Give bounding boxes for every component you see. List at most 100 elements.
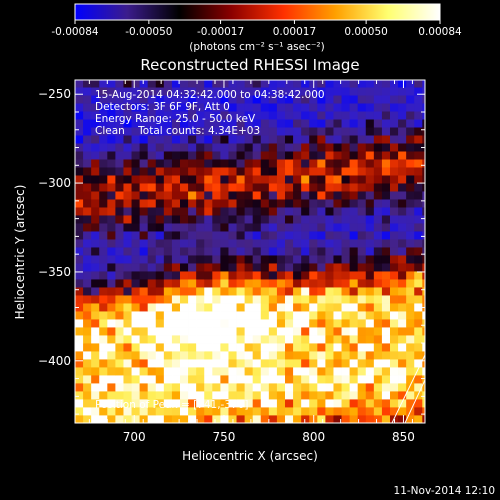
heatmap-cell (285, 143, 294, 152)
heatmap-cell (293, 311, 302, 320)
heatmap-cell (180, 119, 189, 128)
heatmap-cell (220, 415, 229, 423)
heatmap-cell (228, 127, 237, 136)
heatmap-cell (398, 279, 407, 288)
heatmap-cell (325, 87, 334, 96)
heatmap-cell (83, 135, 92, 144)
heatmap-cell (325, 255, 334, 264)
heatmap-cell (228, 271, 237, 280)
heatmap-cell (252, 80, 262, 88)
heatmap-cell (131, 383, 141, 392)
heatmap-cell (414, 335, 423, 344)
heatmap-cell (91, 295, 100, 304)
heatmap-cell (333, 119, 342, 128)
heatmap-cell (301, 391, 310, 400)
heatmap-cell (83, 199, 92, 208)
heatmap-cell (252, 319, 262, 328)
heatmap-cell (220, 327, 229, 336)
heatmap-cell (341, 343, 351, 352)
colorbar-tick-label: -0.00084 (51, 26, 99, 38)
heatmap-cell (414, 287, 423, 296)
heatmap-cell (123, 255, 132, 264)
heatmap-cell (123, 407, 132, 416)
heatmap-cell (147, 319, 157, 328)
heatmap-cell (285, 80, 294, 88)
heatmap-cell (115, 215, 124, 224)
heatmap-cell (155, 415, 165, 423)
heatmap-cell (422, 127, 425, 136)
heatmap-cell (398, 111, 407, 120)
heatmap-cell (301, 415, 310, 423)
heatmap-cell (268, 215, 278, 224)
heatmap-cell (381, 343, 391, 352)
heatmap-cell (180, 279, 189, 288)
heatmap-cell (365, 415, 375, 423)
heatmap-cell (268, 87, 278, 96)
heatmap-cell (244, 415, 254, 423)
heatmap-cell (325, 151, 334, 160)
heatmap-cell (236, 335, 246, 344)
heatmap-cell (244, 327, 254, 336)
heatmap-cell (236, 255, 246, 264)
heatmap-cell (228, 199, 237, 208)
heatmap-cell (398, 183, 407, 192)
heatmap-cell (414, 271, 423, 280)
heatmap-cell (390, 255, 399, 264)
colorbar (74, 3, 441, 21)
heatmap-cell (204, 103, 213, 112)
heatmap-cell (293, 239, 302, 248)
heatmap-cell (301, 111, 310, 120)
heatmap-cell (228, 295, 237, 304)
heatmap-cell (123, 111, 132, 120)
heatmap-cell (228, 383, 237, 392)
heatmap-cell (123, 231, 132, 240)
heatmap-cell (91, 111, 100, 120)
heatmap-cell (171, 151, 181, 160)
heatmap-cell (333, 311, 342, 320)
heatmap-cell (180, 383, 189, 392)
heatmap-cell (212, 215, 221, 224)
heatmap-cell (115, 303, 124, 312)
heatmap-cell (244, 111, 254, 120)
heatmap-cell (91, 375, 100, 384)
heatmap-cell (349, 231, 359, 240)
heatmap-cell (171, 415, 181, 423)
heatmap-cell (180, 103, 189, 112)
heatmap-cell (188, 263, 197, 272)
heatmap-cell (422, 375, 425, 384)
heatmap-cell (171, 255, 181, 264)
heatmap-cell (317, 159, 326, 168)
heatmap-cell (325, 415, 334, 423)
heatmap-cell (260, 303, 270, 312)
heatmap-cell (236, 175, 246, 184)
heatmap-cell (317, 343, 326, 352)
heatmap-cell (357, 151, 367, 160)
heatmap-cell (220, 95, 229, 104)
heatmap-cell (188, 295, 197, 304)
heatmap-cell (285, 183, 294, 192)
heatmap-cell (373, 119, 383, 128)
heatmap-cell (414, 359, 423, 368)
heatmap-cell (260, 375, 270, 384)
heatmap-cell (147, 175, 157, 184)
heatmap-cell (171, 367, 181, 376)
heatmap-cell (325, 407, 334, 416)
heatmap-cell (204, 247, 213, 256)
x-tick-label: 750 (213, 430, 236, 444)
heatmap-cell (293, 391, 302, 400)
heatmap-cell (196, 127, 205, 136)
heatmap-cell (212, 199, 221, 208)
heatmap-cell (236, 143, 246, 152)
heatmap-cell (212, 255, 221, 264)
heatmap-cell (139, 351, 149, 360)
heatmap-cell (123, 383, 132, 392)
heatmap-cell (349, 199, 359, 208)
heatmap-cell (236, 279, 246, 288)
heatmap-cell (75, 80, 84, 88)
heatmap-cell (171, 343, 181, 352)
heatmap-cell (390, 111, 399, 120)
heatmap-cell (398, 263, 407, 272)
heatmap-cell (147, 271, 157, 280)
heatmap-cell (180, 239, 189, 248)
heatmap-cell (406, 383, 415, 392)
